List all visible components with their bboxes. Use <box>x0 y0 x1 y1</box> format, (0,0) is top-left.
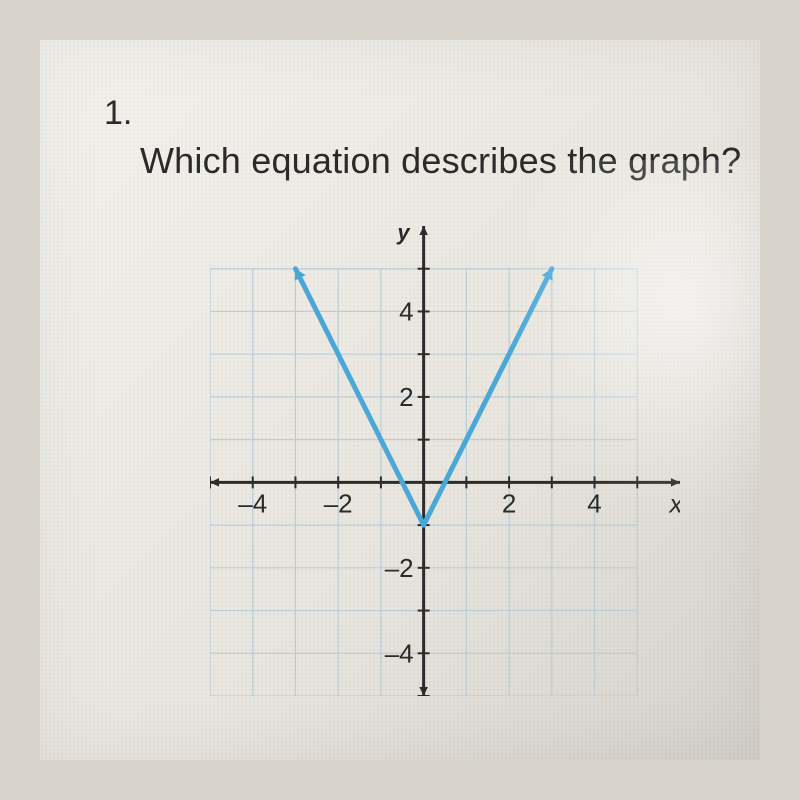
svg-text:x: x <box>668 488 681 518</box>
svg-text:2: 2 <box>399 382 413 412</box>
graph-chart: –4 –2 2 4 –4 –2 2 4 x y <box>210 226 680 696</box>
svg-text:2: 2 <box>502 488 516 518</box>
svg-text:–2: –2 <box>385 553 414 583</box>
svg-text:–4: –4 <box>385 638 414 668</box>
svg-text:4: 4 <box>587 488 601 518</box>
question-text: Which equation describes the graph? <box>140 140 741 182</box>
worksheet-page: 1. Which equation describes the graph? –… <box>40 40 760 760</box>
svg-text:–2: –2 <box>324 488 353 518</box>
svg-text:–4: –4 <box>238 488 267 518</box>
question-number: 1. <box>104 94 132 133</box>
svg-text:y: y <box>396 226 411 245</box>
svg-text:4: 4 <box>399 297 413 327</box>
